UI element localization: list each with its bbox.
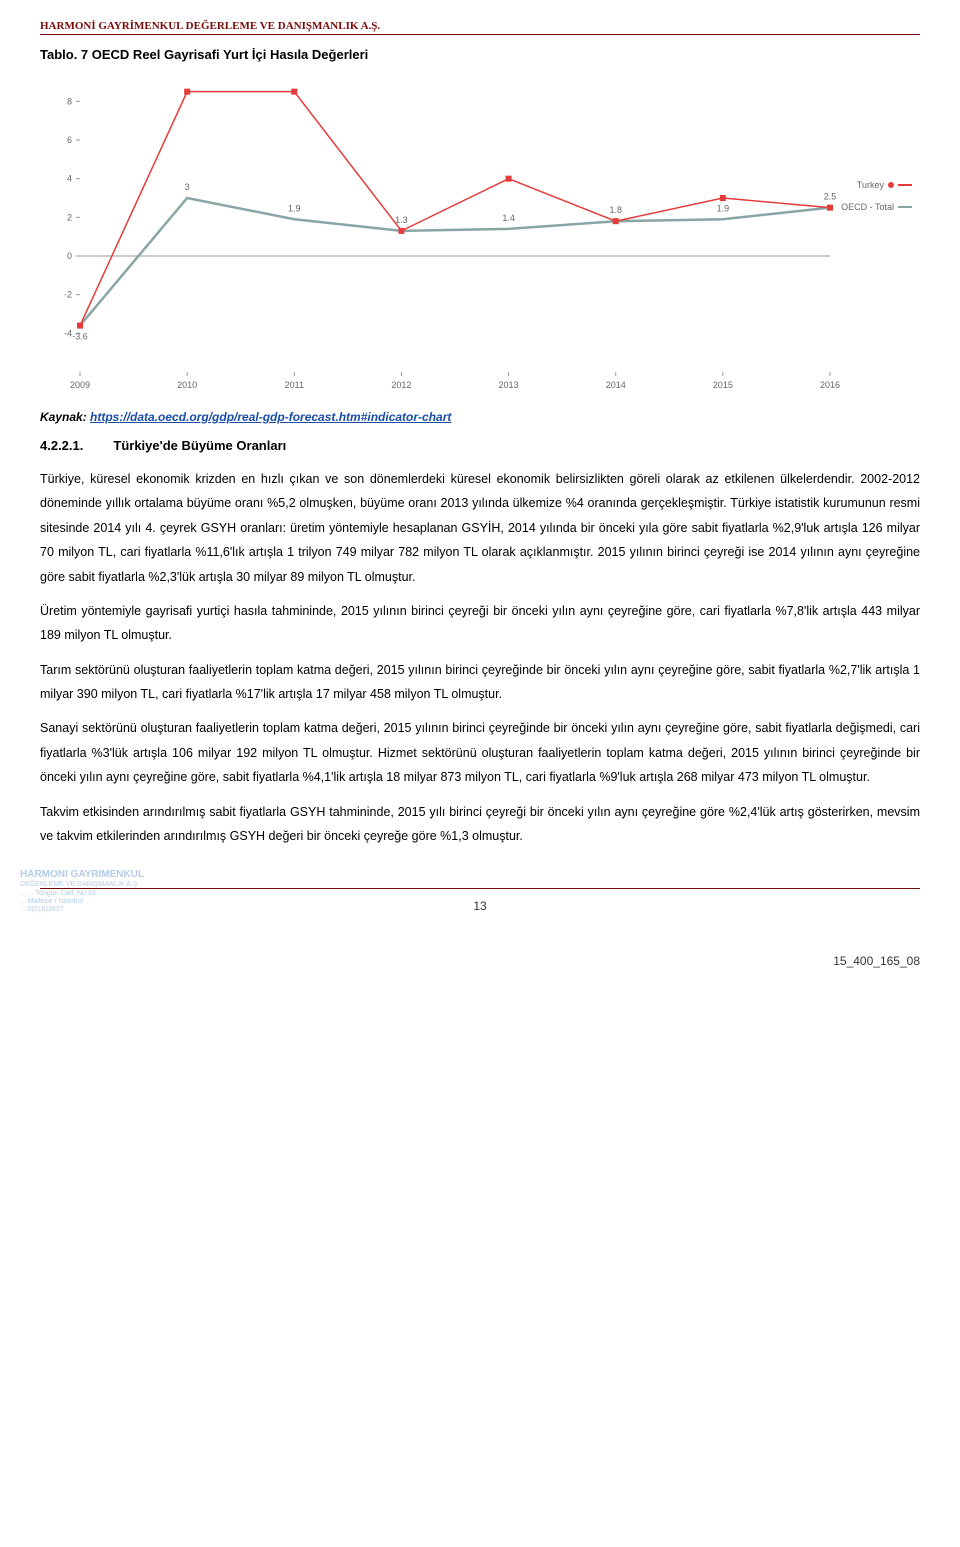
- legend-label-oecd: OECD - Total: [841, 202, 894, 212]
- section-title: Türkiye'de Büyüme Oranları: [113, 438, 286, 453]
- body-paragraph: Üretim yöntemiyle gayrisafi yurtiçi hası…: [40, 599, 920, 648]
- section-heading: 4.2.2.1. Türkiye'de Büyüme Oranları: [40, 438, 920, 453]
- svg-text:2012: 2012: [391, 380, 411, 390]
- legend-line-icon: [898, 184, 912, 186]
- stamp-line: ... 0(216)2837: [20, 906, 160, 914]
- svg-text:1.3: 1.3: [395, 215, 408, 225]
- svg-text:2015: 2015: [713, 380, 733, 390]
- svg-text:1.4: 1.4: [502, 213, 515, 223]
- legend-oecd: OECD - Total: [837, 200, 916, 214]
- legend-turkey: Turkey: [853, 178, 916, 192]
- svg-text:3: 3: [185, 182, 190, 192]
- section-number: 4.2.2.1.: [40, 438, 83, 453]
- svg-text:2009: 2009: [70, 380, 90, 390]
- stamp-line: ... Maltepe / İstanbul: [20, 898, 160, 906]
- svg-text:2016: 2016: [820, 380, 840, 390]
- body-paragraph: Tarım sektörünü oluşturan faaliyetlerin …: [40, 658, 920, 707]
- body-content: Türkiye, küresel ekonomik krizden en hız…: [40, 467, 920, 848]
- svg-text:6: 6: [67, 135, 72, 145]
- svg-text:1.8: 1.8: [609, 205, 622, 215]
- svg-text:0: 0: [67, 251, 72, 261]
- svg-text:2010: 2010: [177, 380, 197, 390]
- stamp-subtitle: DEĞERLEME VE DANIŞMANLIK A.Ş.: [20, 881, 160, 889]
- svg-text:1.9: 1.9: [717, 203, 730, 213]
- page-number: 13: [40, 895, 920, 913]
- legend-marker-icon: [888, 182, 894, 188]
- legend-line-icon: [898, 206, 912, 208]
- gdp-chart: -4 -2 0 2 4 6 8 2009 2010 2011 2012 2013 2014 2015 201…: [40, 72, 920, 402]
- svg-text:2011: 2011: [285, 380, 304, 390]
- svg-text:-2: -2: [64, 290, 72, 300]
- svg-text:2.5: 2.5: [824, 192, 837, 202]
- source-link[interactable]: https://data.oecd.org/gdp/real-gdp-forec…: [90, 410, 451, 424]
- body-paragraph: Sanayi sektörünü oluşturan faaliyetlerin…: [40, 716, 920, 789]
- chart-svg: -4 -2 0 2 4 6 8 2009 2010 2011 2012 2013 2014 2015 201…: [40, 72, 920, 402]
- page-header: HARMONİ GAYRİMENKUL DEĞERLEME VE DANIŞMA…: [40, 20, 920, 35]
- company-name: HARMONİ GAYRİMENKUL DEĞERLEME VE DANIŞMA…: [40, 20, 380, 32]
- svg-text:-3.6: -3.6: [72, 332, 88, 342]
- chart-source: Kaynak: https://data.oecd.org/gdp/real-g…: [40, 410, 920, 424]
- svg-text:2013: 2013: [499, 380, 519, 390]
- svg-text:4: 4: [67, 174, 72, 184]
- body-paragraph: Türkiye, küresel ekonomik krizden en hız…: [40, 467, 920, 589]
- svg-text:8: 8: [67, 96, 72, 106]
- svg-text:1.9: 1.9: [288, 203, 301, 213]
- page-footer: HARMONI GAYRIMENKUL DEĞERLEME VE DANIŞMA…: [40, 888, 920, 978]
- company-stamp: HARMONI GAYRIMENKUL DEĞERLEME VE DANIŞMA…: [20, 869, 160, 915]
- source-prefix: Kaynak:: [40, 410, 90, 424]
- svg-text:2: 2: [67, 212, 72, 222]
- legend-label-turkey: Turkey: [857, 180, 884, 190]
- body-paragraph: Takvim etkisinden arındırılmış sabit fiy…: [40, 800, 920, 849]
- document-id: 15_400_165_08: [833, 954, 920, 968]
- stamp-title: HARMONI GAYRIMENKUL: [20, 869, 160, 881]
- svg-text:-4: -4: [64, 328, 72, 338]
- table-title: Tablo. 7 OECD Reel Gayrisafi Yurt İçi Ha…: [40, 47, 920, 62]
- svg-text:2014: 2014: [606, 380, 626, 390]
- stamp-line: ... ... Tongun Cad. No:93: [20, 890, 160, 898]
